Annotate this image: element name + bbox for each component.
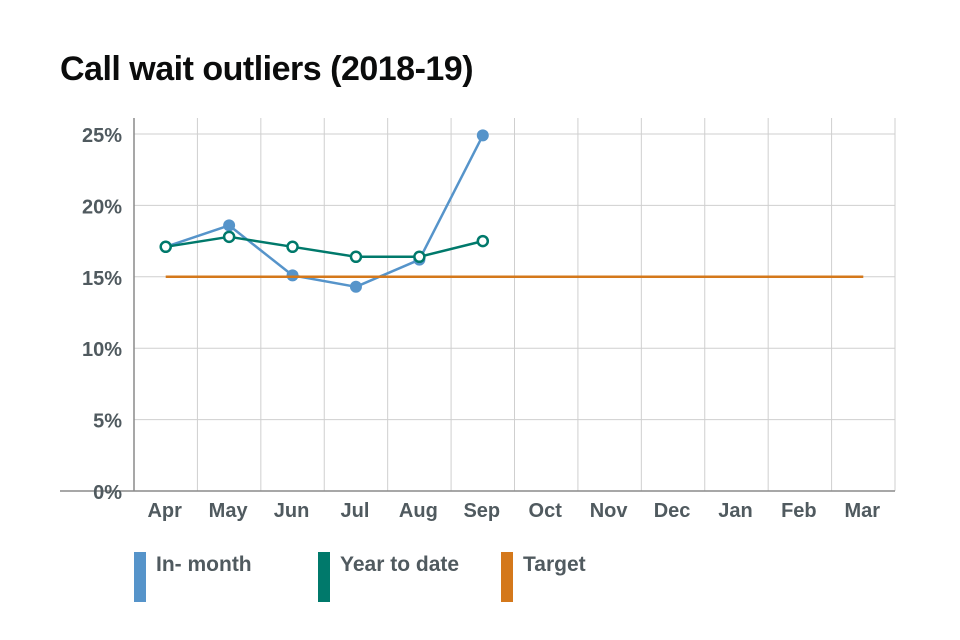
chart-title: Call wait outliers (2018-19) [60,50,474,88]
data-point-year-to-date [222,230,236,244]
data-point-year-to-date [349,250,363,264]
legend-item-year-to-date: Year to date [318,552,459,602]
x-tick-label: Sep [463,500,500,522]
data-point-year-to-date [159,240,172,254]
x-tick-label: May [209,500,249,522]
legend-item-target: Target [501,552,586,602]
series [159,129,864,293]
legend-swatch-target [501,552,513,602]
legend-swatch-year-to-date [318,552,330,602]
x-tick-label: Apr [147,500,182,522]
x-tick-label: Oct [529,500,563,522]
data-point-in-month [349,280,362,293]
legend-label-in-month: In- month [156,553,252,576]
data-point-year-to-date [413,250,426,264]
series-line-year-to-date [165,235,484,259]
data-point-in-month [223,219,236,232]
y-tick-label: 0% [93,482,122,504]
data-point-year-to-date [286,240,299,254]
x-tick-label: Jul [341,500,370,522]
y-tick-label: 20% [82,196,122,218]
x-tick-label: Mar [845,500,881,522]
axes [60,118,895,492]
y-tick-label: 10% [82,339,122,361]
x-tick-label: Feb [781,500,817,522]
x-tick-label: Nov [590,500,629,522]
series-line-in-month [165,134,484,289]
y-tick-label: 25% [82,125,122,147]
legend-label-year-to-date: Year to date [340,553,460,576]
legend-item-in-month: In- month [134,552,252,602]
y-tick-label: 15% [82,268,122,290]
data-point-in-month [476,129,489,142]
x-tick-labels: Apr May Jun Jul Aug Sep Oct Nov Dec Jan Feb Mar [147,500,880,522]
y-tick-labels: 0% 5% 10% 15% 20% 25% [82,125,122,504]
y-tick-label: 5% [93,411,122,433]
legend-label-target: Target [523,553,586,576]
grid [134,118,896,491]
x-tick-label: Dec [654,500,691,522]
x-tick-label: Jun [274,500,310,522]
legend-swatch-in-month [134,552,146,602]
data-point-in-month [286,269,299,282]
x-tick-label: Jan [718,500,752,522]
series-year-to-date [159,230,490,264]
data-point-year-to-date [476,234,490,248]
x-tick-label: Aug [399,500,438,522]
